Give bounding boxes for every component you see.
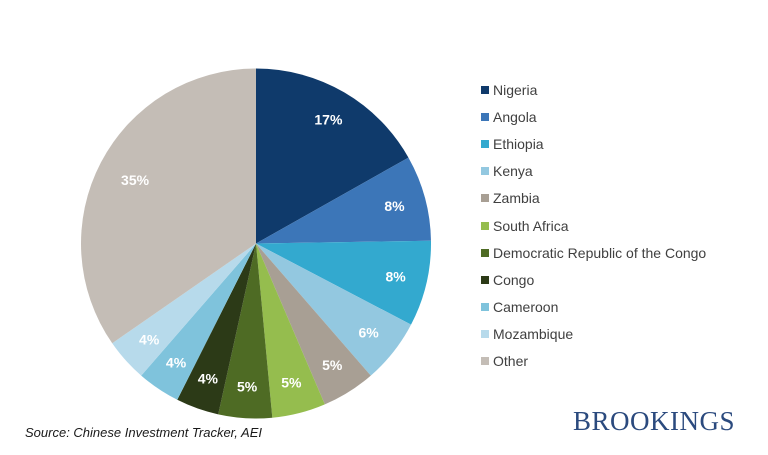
- legend-label: Angola: [493, 108, 537, 125]
- pie-slice-other: [80, 68, 256, 344]
- legend-item-south-africa: South Africa: [481, 212, 706, 239]
- pie-slice-ethiopia: [256, 240, 431, 325]
- legend-label: Mozambique: [493, 326, 574, 343]
- slice-percent-label: 8%: [385, 269, 406, 285]
- legend-swatch: [481, 139, 489, 148]
- pie-slice-congo: [177, 243, 256, 415]
- legend-label: South Africa: [493, 217, 569, 234]
- slice-percent-label: 4%: [139, 331, 160, 347]
- legend-swatch: [481, 85, 489, 94]
- legend-item-congo: Congo: [481, 266, 706, 293]
- pie-slices: [80, 68, 431, 419]
- legend-item-mozambique: Mozambique: [481, 321, 706, 348]
- legend-swatch: [481, 275, 489, 284]
- brookings-logo: BROOKINGS: [573, 406, 736, 436]
- slice-percent-label: 6%: [358, 324, 379, 340]
- legend-swatch: [481, 221, 489, 230]
- legend-item-other: Other: [481, 348, 706, 375]
- legend-swatch: [481, 167, 489, 176]
- slice-percent-label: 5%: [281, 375, 302, 391]
- slice-percent-label: 5%: [322, 357, 343, 373]
- legend-label: Congo: [493, 271, 535, 288]
- slice-percent-label: 8%: [384, 198, 405, 214]
- legend-label: Zambia: [493, 190, 540, 207]
- legend-label: Democratic Republic of the Congo: [493, 244, 707, 261]
- legend-label: Cameroon: [493, 299, 559, 316]
- pie-labels: 17% 8% 8% 6% 5% 5% 5% 4% 4% 4% 35%: [121, 112, 406, 395]
- pie-slice-angola: [256, 157, 431, 244]
- pie-slice-democratic-republic-of-the-congo: [218, 243, 273, 419]
- source-note: Source: Chinese Investment Tracker, AEI: [25, 425, 262, 440]
- legend-item-ethiopia: Ethiopia: [481, 130, 706, 157]
- legend-label: Kenya: [493, 163, 533, 180]
- slice-percent-label: 4%: [166, 355, 187, 371]
- legend-label: Nigeria: [493, 81, 538, 98]
- legend-item-angola: Angola: [481, 103, 706, 130]
- legend-item-zambia: Zambia: [481, 185, 706, 212]
- legend-swatch: [481, 330, 489, 339]
- legend-swatch: [481, 357, 489, 366]
- legend-item-drc: Democratic Republic of the Congo: [481, 239, 706, 266]
- legend-label: Ethiopia: [493, 135, 544, 152]
- legend-item-nigeria: Nigeria: [481, 76, 706, 103]
- slice-percent-label: 5%: [237, 379, 258, 395]
- legend-swatch: [481, 303, 489, 312]
- legend: Nigeria Angola Ethiopia Kenya Zambia Sou…: [481, 76, 706, 375]
- pie-slice-south-africa: [256, 243, 325, 418]
- pie-slice-mozambique: [112, 243, 256, 376]
- pie-slice-cameroon: [141, 243, 256, 400]
- slice-percent-label: 17%: [314, 112, 343, 128]
- pie-slice-nigeria: [256, 68, 409, 244]
- slice-percent-label: 4%: [198, 371, 219, 387]
- pie-slice-zambia: [256, 243, 371, 405]
- legend-swatch: [481, 194, 489, 203]
- slice-percent-label: 35%: [121, 172, 150, 188]
- legend-swatch: [481, 112, 489, 121]
- pie-slice-kenya: [256, 243, 412, 376]
- legend-item-kenya: Kenya: [481, 158, 706, 185]
- legend-label: Other: [493, 353, 529, 370]
- legend-item-cameroon: Cameroon: [481, 294, 706, 321]
- legend-swatch: [481, 248, 489, 257]
